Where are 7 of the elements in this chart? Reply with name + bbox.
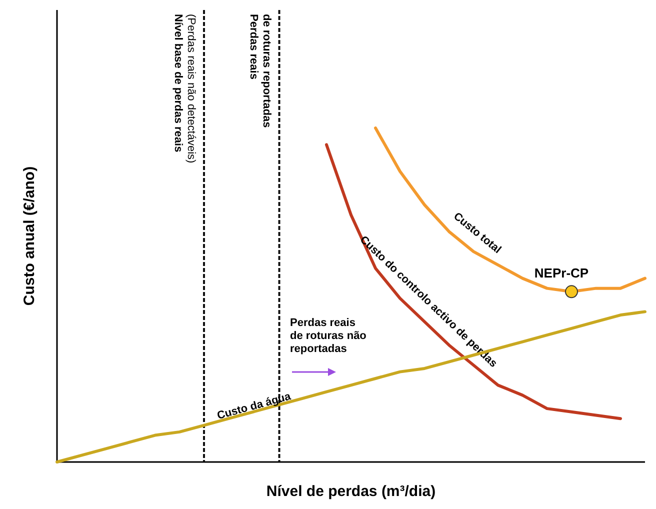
annotation: Perdas reais de roturas não reportadas xyxy=(290,317,367,355)
annotation: NEPr-CP xyxy=(534,266,589,281)
text: Custo da água xyxy=(216,390,293,422)
text: Perdas reais de roturas reportadas xyxy=(247,14,272,128)
text: Nível base de perdas reais (Perdas reais não detectáveis) xyxy=(172,14,197,164)
x-axis-title: Nível de perdas (m³/dia) xyxy=(266,483,436,500)
y-axis-title: Custo anual (€/ano) xyxy=(21,166,38,306)
